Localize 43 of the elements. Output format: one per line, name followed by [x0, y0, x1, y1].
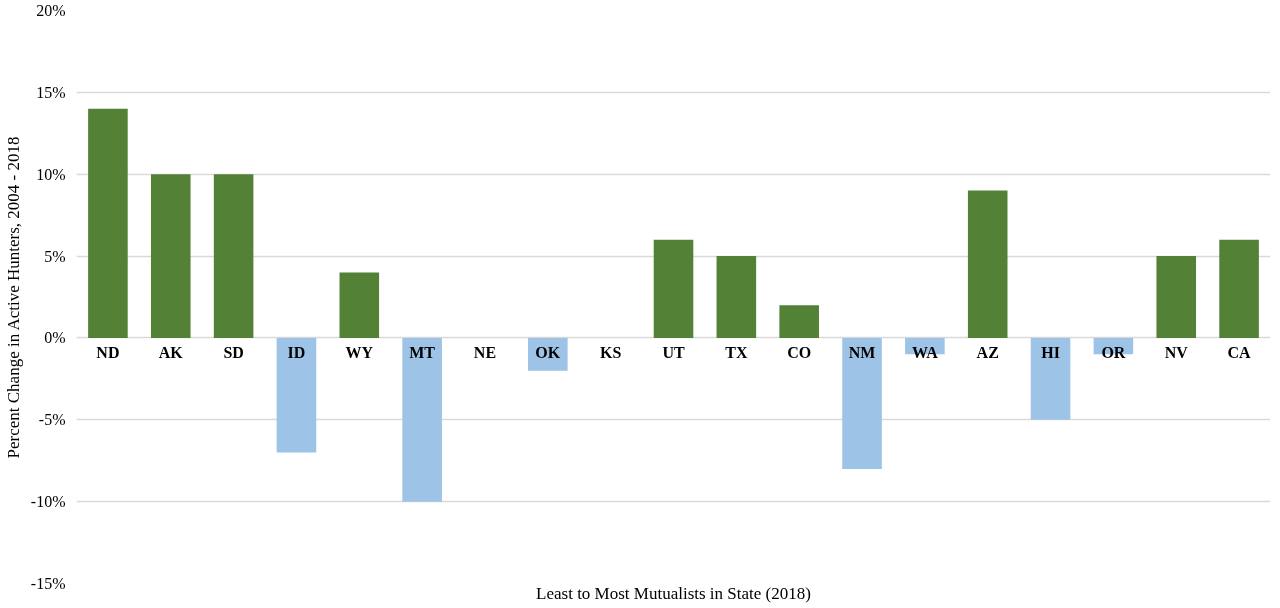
bar: [1156, 256, 1197, 338]
bar: [653, 239, 694, 338]
y-tick-label: 10%: [36, 165, 66, 183]
x-tick-label: WY: [345, 343, 374, 361]
x-tick-label: OK: [535, 343, 561, 361]
bar: [716, 256, 757, 338]
x-tick-label: AZ: [976, 343, 999, 361]
y-tick-label: 15%: [36, 83, 66, 101]
bar: [779, 305, 819, 338]
y-tick-label: -10%: [30, 493, 66, 511]
y-tick-label: -15%: [30, 575, 66, 592]
x-tick-label: CO: [787, 343, 812, 361]
bar: [88, 108, 128, 338]
x-tick-label: MT: [409, 343, 436, 361]
y-tick-label: 0%: [44, 329, 66, 347]
bar: [402, 337, 442, 502]
y-tick-label: 5%: [44, 247, 66, 265]
bar: [150, 174, 191, 338]
x-tick-label: AK: [158, 343, 184, 361]
x-tick-label: NE: [473, 343, 497, 361]
bar: [213, 174, 254, 338]
x-axis-title: Least to Most Mutualists in State (2018): [536, 583, 811, 603]
x-tick-label: OR: [1101, 343, 1126, 361]
bar: [842, 337, 882, 469]
x-tick-label: NV: [1164, 343, 1189, 361]
bar: [1030, 337, 1071, 420]
y-tick-label: 20%: [36, 2, 66, 19]
bar: [339, 272, 380, 338]
x-tick-label: KS: [599, 343, 622, 361]
x-tick-label: CA: [1227, 343, 1252, 361]
x-tick-label: SD: [223, 343, 244, 361]
y-tick-label: -5%: [38, 411, 66, 429]
x-tick-label: WA: [911, 343, 939, 361]
x-tick-label: NM: [848, 343, 876, 361]
bar: [1219, 239, 1259, 338]
x-tick-label: UT: [662, 343, 685, 361]
x-tick-label: TX: [725, 343, 748, 361]
x-tick-label: HI: [1041, 343, 1060, 361]
x-tick-label: ID: [287, 343, 306, 361]
bar: [276, 337, 317, 453]
x-tick-label: ND: [96, 343, 120, 361]
bar: [967, 190, 1008, 338]
y-axis-title: Percent Change in Active Hunters, 2004 - 2018: [3, 136, 23, 459]
